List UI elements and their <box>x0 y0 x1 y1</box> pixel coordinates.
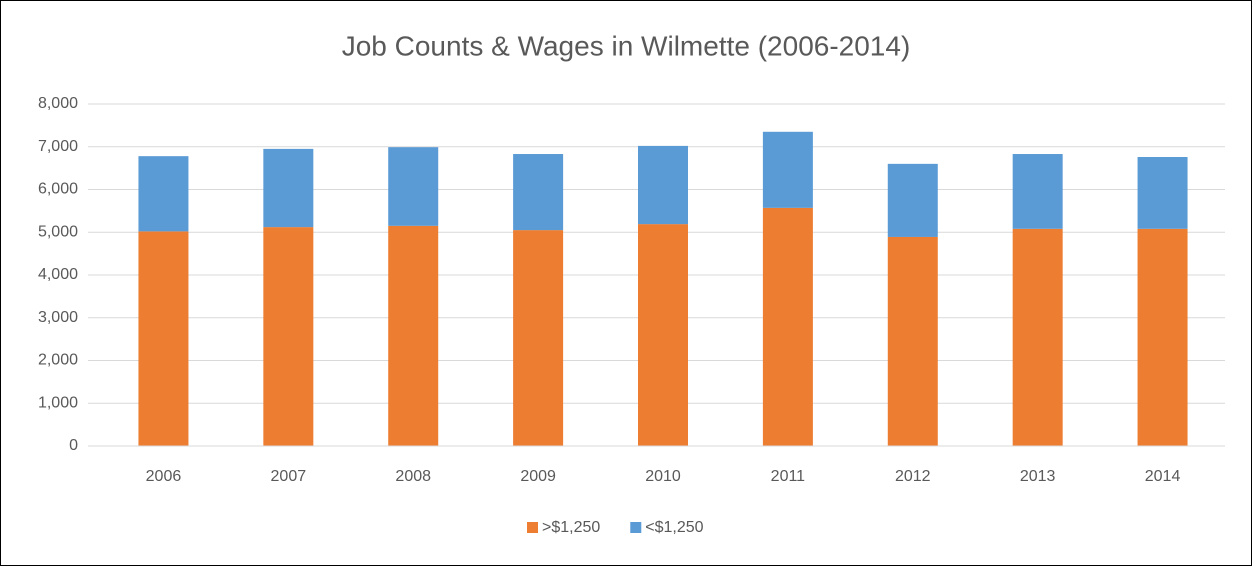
bar-segment <box>1137 228 1188 446</box>
x-tick-label: 2010 <box>645 468 681 485</box>
bar-segment <box>887 163 938 237</box>
bar-segment <box>1012 154 1063 229</box>
bar-segment <box>638 224 688 446</box>
x-tick-label: 2007 <box>271 468 307 485</box>
bar-segment <box>762 131 813 208</box>
x-tick-label: 2013 <box>1020 468 1056 485</box>
legend-swatch <box>527 522 538 533</box>
bar-segment <box>1012 228 1063 446</box>
y-tick-label: 7,000 <box>38 138 78 155</box>
legend-label: >$1,250 <box>542 519 600 536</box>
x-tick-label: 2009 <box>520 468 556 485</box>
bar-segment <box>138 231 189 446</box>
x-tick-label: 2006 <box>146 468 182 485</box>
y-tick-label: 3,000 <box>38 309 78 326</box>
bar-segment <box>138 156 189 232</box>
bar-segment <box>513 154 564 231</box>
bar-segment <box>887 236 938 446</box>
y-tick-label: 6,000 <box>38 181 78 198</box>
y-tick-label: 8,000 <box>38 95 78 112</box>
bar-segment <box>263 227 314 446</box>
x-tick-label: 2012 <box>895 468 931 485</box>
bar-segment <box>388 225 439 446</box>
x-tick-label: 2008 <box>395 468 431 485</box>
legend-swatch <box>630 522 642 533</box>
bar-segment <box>638 145 688 225</box>
y-tick-label: 5,000 <box>38 223 78 240</box>
x-tick-label: 2011 <box>771 468 806 485</box>
y-tick-label: 2,000 <box>38 352 78 369</box>
y-tick-label: 1,000 <box>38 394 78 411</box>
x-tick-label: 2014 <box>1145 468 1181 485</box>
chart-title: Job Counts & Wages in Wilmette (2006-201… <box>342 30 911 61</box>
bar-segment <box>263 148 314 228</box>
y-tick-label: 4,000 <box>38 266 78 283</box>
bar-segment <box>762 207 813 446</box>
legend-label: <$1,250 <box>645 519 703 536</box>
bar-segment <box>513 230 564 446</box>
y-tick-label: 0 <box>69 437 78 454</box>
bar-segment <box>388 147 439 226</box>
bar-segment <box>1137 157 1188 229</box>
